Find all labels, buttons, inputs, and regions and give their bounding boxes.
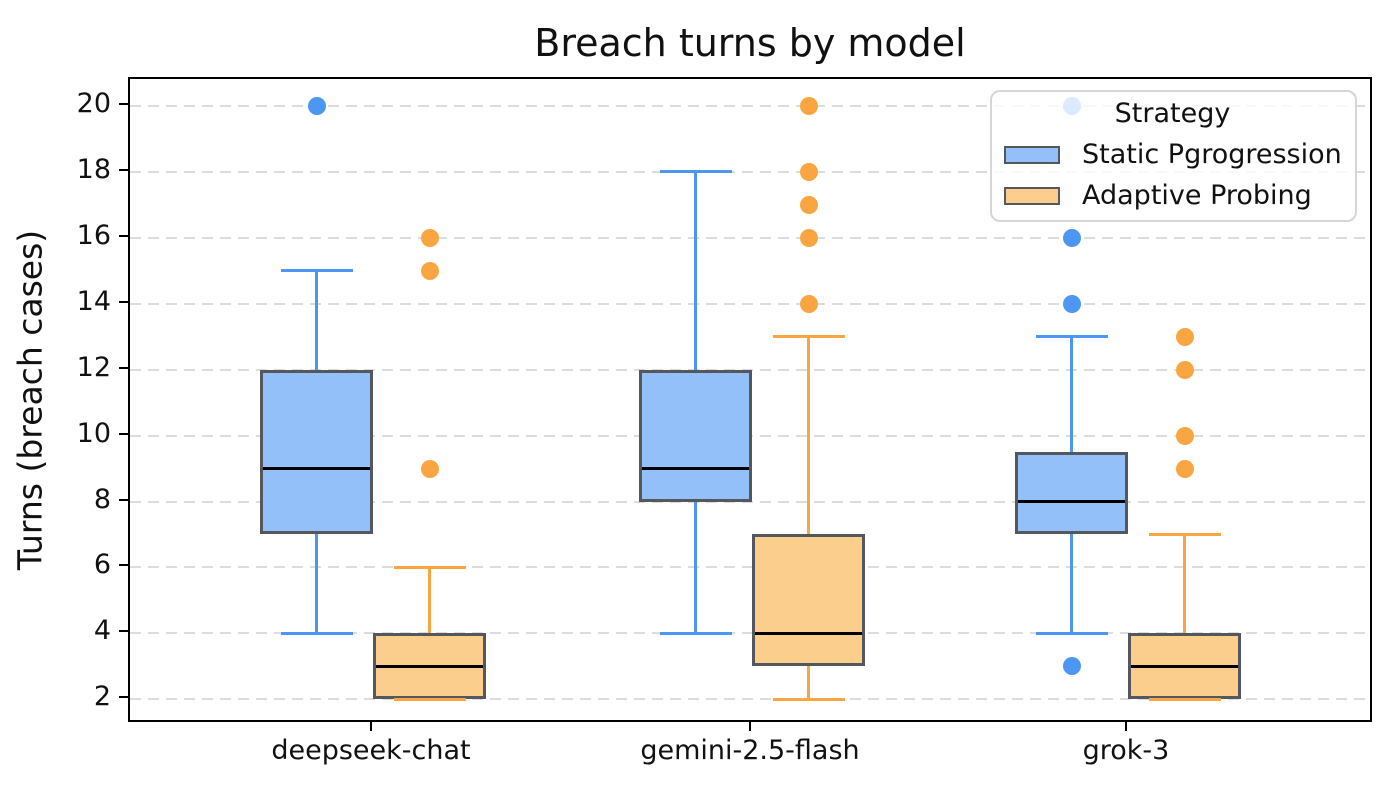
median-adaptive-grok-3 xyxy=(1131,664,1238,668)
box-static-grok-3 xyxy=(1015,452,1128,535)
y-tick-mark xyxy=(119,432,128,435)
x-tick-mark xyxy=(1125,722,1127,731)
whisker-cap-lower-adaptive-deepseek-chat xyxy=(393,697,466,701)
y-tick-label: 20 xyxy=(76,88,111,120)
whisker-upper-adaptive-gemini-2.5-flash xyxy=(807,336,810,535)
outlier-dot-adaptive-deepseek-chat xyxy=(420,459,439,478)
outlier-dot-adaptive-gemini-2.5-flash xyxy=(799,162,818,181)
box-adaptive-gemini-2.5-flash xyxy=(752,534,865,667)
plot-marks-layer xyxy=(130,79,1370,720)
outlier-dot-adaptive-deepseek-chat xyxy=(420,228,439,247)
whisker-upper-static-deepseek-chat xyxy=(315,270,318,370)
outlier-dot-static-grok-3 xyxy=(1062,294,1081,313)
median-static-deepseek-chat xyxy=(263,467,370,471)
y-tick-mark xyxy=(119,300,128,303)
gridline xyxy=(130,236,1370,239)
gridline xyxy=(130,632,1370,635)
outlier-dot-adaptive-grok-3 xyxy=(1175,426,1194,445)
x-tick-label: grok-3 xyxy=(1082,735,1170,766)
gridline xyxy=(130,500,1370,503)
outlier-dot-adaptive-gemini-2.5-flash xyxy=(799,294,818,313)
outlier-dot-adaptive-gemini-2.5-flash xyxy=(799,195,818,214)
gridline xyxy=(130,170,1370,173)
whisker-cap-lower-adaptive-grok-3 xyxy=(1148,697,1221,701)
y-tick-mark xyxy=(119,696,128,699)
y-tick-label: 6 xyxy=(93,549,111,581)
chart-title: Breach turns by model xyxy=(534,21,966,65)
x-tick-label: gemini-2.5-flash xyxy=(640,735,860,766)
y-tick-label: 2 xyxy=(93,681,111,713)
x-tick-mark xyxy=(749,722,751,731)
legend: Strategy Static Pgrogression Adaptive Pr… xyxy=(990,90,1357,222)
whisker-cap-lower-static-grok-3 xyxy=(1035,631,1108,635)
outlier-dot-adaptive-deepseek-chat xyxy=(420,261,439,280)
whisker-cap-upper-adaptive-deepseek-chat xyxy=(393,565,466,569)
legend-label: Adaptive Probing xyxy=(1082,180,1312,211)
gridline xyxy=(130,566,1370,569)
y-tick-label: 4 xyxy=(93,615,111,647)
y-tick-label: 10 xyxy=(76,417,111,449)
outlier-dot-adaptive-grok-3 xyxy=(1175,327,1194,346)
whisker-cap-upper-static-deepseek-chat xyxy=(280,269,353,273)
outlier-dot-static-grok-3 xyxy=(1062,228,1081,247)
whisker-upper-adaptive-grok-3 xyxy=(1183,534,1186,634)
gridline xyxy=(130,302,1370,305)
y-tick-mark xyxy=(119,630,128,633)
whisker-upper-adaptive-deepseek-chat xyxy=(428,567,431,634)
y-tick-label: 8 xyxy=(93,483,111,515)
legend-label: Static Pgrogression xyxy=(1082,139,1342,170)
whisker-cap-upper-static-gemini-2.5-flash xyxy=(659,170,732,174)
legend-title: Strategy xyxy=(1114,98,1231,129)
outlier-dot-adaptive-gemini-2.5-flash xyxy=(799,228,818,247)
outlier-dot-static-grok-3 xyxy=(1062,657,1081,676)
outlier-dot-adaptive-gemini-2.5-flash xyxy=(799,97,818,116)
y-tick-mark xyxy=(119,234,128,237)
y-tick-mark xyxy=(119,168,128,171)
whisker-lower-adaptive-gemini-2.5-flash xyxy=(807,666,810,700)
legend-swatch-static-icon xyxy=(1004,146,1060,164)
box-static-deepseek-chat xyxy=(260,369,373,535)
median-adaptive-gemini-2.5-flash xyxy=(755,631,862,635)
y-tick-mark xyxy=(119,103,128,106)
whisker-upper-static-grok-3 xyxy=(1070,336,1073,453)
median-static-gemini-2.5-flash xyxy=(642,467,749,471)
y-axis-label: Turns (breach cases) xyxy=(10,229,50,571)
whisker-cap-lower-adaptive-gemini-2.5-flash xyxy=(772,697,845,701)
outlier-dot-static-deepseek-chat xyxy=(307,97,326,116)
y-tick-mark xyxy=(119,498,128,501)
y-tick-label: 12 xyxy=(76,351,111,383)
whisker-lower-static-gemini-2.5-flash xyxy=(694,501,697,634)
whisker-cap-lower-static-deepseek-chat xyxy=(280,631,353,635)
whisker-cap-upper-static-grok-3 xyxy=(1035,335,1108,339)
whisker-upper-static-gemini-2.5-flash xyxy=(694,171,697,370)
box-static-gemini-2.5-flash xyxy=(639,369,752,502)
legend-swatch-adaptive-icon xyxy=(1004,187,1060,205)
whisker-lower-static-deepseek-chat xyxy=(315,534,318,634)
y-tick-label: 16 xyxy=(76,219,111,251)
whisker-cap-upper-adaptive-gemini-2.5-flash xyxy=(772,335,845,339)
y-tick-mark xyxy=(119,366,128,369)
y-tick-label: 14 xyxy=(76,285,111,317)
whisker-cap-upper-adaptive-grok-3 xyxy=(1148,532,1221,536)
legend-item-static-progression: Static Pgrogression xyxy=(1004,139,1342,171)
gridline xyxy=(130,105,1370,108)
x-tick-label: deepseek-chat xyxy=(271,735,471,766)
x-tick-mark xyxy=(370,722,372,731)
y-tick-mark xyxy=(119,564,128,567)
outlier-dot-adaptive-grok-3 xyxy=(1175,459,1194,478)
y-tick-label: 18 xyxy=(76,153,111,185)
legend-item-adaptive-probing: Adaptive Probing xyxy=(1004,180,1341,212)
gridline xyxy=(130,698,1370,701)
whisker-cap-lower-static-gemini-2.5-flash xyxy=(659,631,732,635)
median-adaptive-deepseek-chat xyxy=(376,664,483,668)
outlier-dot-adaptive-grok-3 xyxy=(1175,360,1194,379)
whisker-lower-static-grok-3 xyxy=(1070,534,1073,634)
median-static-grok-3 xyxy=(1018,500,1125,504)
